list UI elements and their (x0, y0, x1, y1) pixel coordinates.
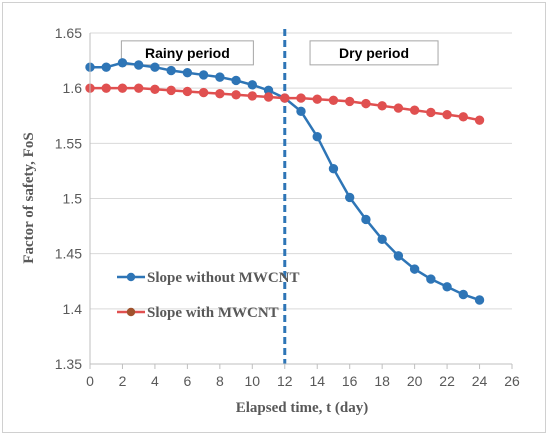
x-tick-label: 22 (439, 373, 455, 389)
data-point (182, 68, 193, 78)
legend-entry: Slope without MWCNT (147, 270, 300, 286)
data-point (344, 192, 355, 203)
data-point (458, 289, 469, 300)
x-axis-title: Elapsed time, t (day) (236, 400, 369, 416)
data-point (361, 214, 371, 225)
x-tick-label: 12 (277, 373, 293, 389)
x-tick-label: 24 (472, 373, 488, 389)
data-point (198, 70, 209, 80)
legend-layer: Slope without MWCNT Slope with MWCNT (117, 270, 300, 321)
series-layer (85, 58, 485, 305)
data-point (442, 109, 452, 120)
data-point (150, 62, 160, 72)
x-tick-label: 14 (309, 373, 325, 389)
data-point (133, 83, 144, 93)
data-point (312, 94, 322, 104)
data-point (409, 264, 420, 274)
y-tick-label: 1.4 (63, 301, 83, 317)
axis-layer: 1.351.41.451.51.551.61.650 2 4 6 8 10 12 14 16 18… (55, 25, 520, 389)
data-point (150, 84, 160, 94)
annotation-layer: Rainy period Dry period (120, 40, 439, 66)
x-tick-label: 8 (216, 373, 224, 389)
period-label: Rainy period (145, 45, 230, 61)
y-tick-label: 1.5 (63, 191, 83, 207)
data-point (166, 85, 176, 96)
series-line (90, 86, 480, 122)
data-point (393, 251, 404, 261)
x-tick-label: 4 (151, 373, 159, 389)
y-tick-label: 1.35 (55, 356, 82, 372)
data-point (231, 75, 241, 86)
data-point (296, 106, 306, 117)
data-point (474, 295, 485, 305)
data-point (101, 83, 111, 93)
data-point (296, 93, 306, 103)
data-point (117, 83, 128, 93)
data-point (263, 92, 274, 102)
x-tick-label: 18 (374, 373, 390, 389)
y-tick-label: 1.55 (55, 135, 82, 151)
data-point (474, 115, 485, 125)
y-tick-label: 1.45 (55, 246, 82, 262)
data-point (328, 164, 339, 174)
data-point (393, 103, 404, 113)
x-tick-label: 0 (86, 373, 94, 389)
y-tick-label: 1.6 (63, 80, 83, 96)
data-point (377, 234, 387, 245)
y-axis-title: Factor of safety, FoS (21, 132, 37, 263)
x-tick-label: 6 (183, 373, 191, 389)
data-point (231, 90, 241, 100)
data-point (117, 58, 128, 68)
data-point (458, 112, 469, 122)
data-point (328, 95, 339, 106)
x-tick-label: 2 (119, 373, 127, 389)
period-label: Dry period (339, 45, 409, 61)
data-point (312, 132, 322, 142)
x-tick-label: 16 (342, 373, 358, 389)
data-point (409, 105, 420, 115)
data-point (344, 96, 355, 107)
data-point (198, 87, 209, 98)
data-point (215, 72, 225, 82)
data-point (166, 65, 176, 76)
data-point (247, 80, 258, 90)
legend-marker (126, 272, 136, 282)
data-point (361, 98, 371, 109)
data-point (280, 93, 290, 103)
period-box (120, 40, 254, 66)
x-tick-label: 10 (245, 373, 261, 389)
data-point (215, 88, 225, 99)
data-point (442, 282, 452, 292)
data-point (101, 62, 111, 72)
legend-marker (126, 307, 136, 317)
data-point (377, 101, 387, 111)
data-point (247, 91, 258, 101)
data-point (426, 274, 436, 284)
data-point (133, 60, 144, 70)
legend-entry: Slope with MWCNT (147, 305, 279, 321)
x-tick-label: 20 (407, 373, 423, 389)
y-tick-label: 1.65 (55, 25, 82, 41)
x-tick-label: 26 (504, 373, 520, 389)
data-point (426, 107, 436, 118)
chart-frame (2, 2, 546, 433)
period-box (309, 40, 439, 66)
data-point (182, 86, 193, 97)
